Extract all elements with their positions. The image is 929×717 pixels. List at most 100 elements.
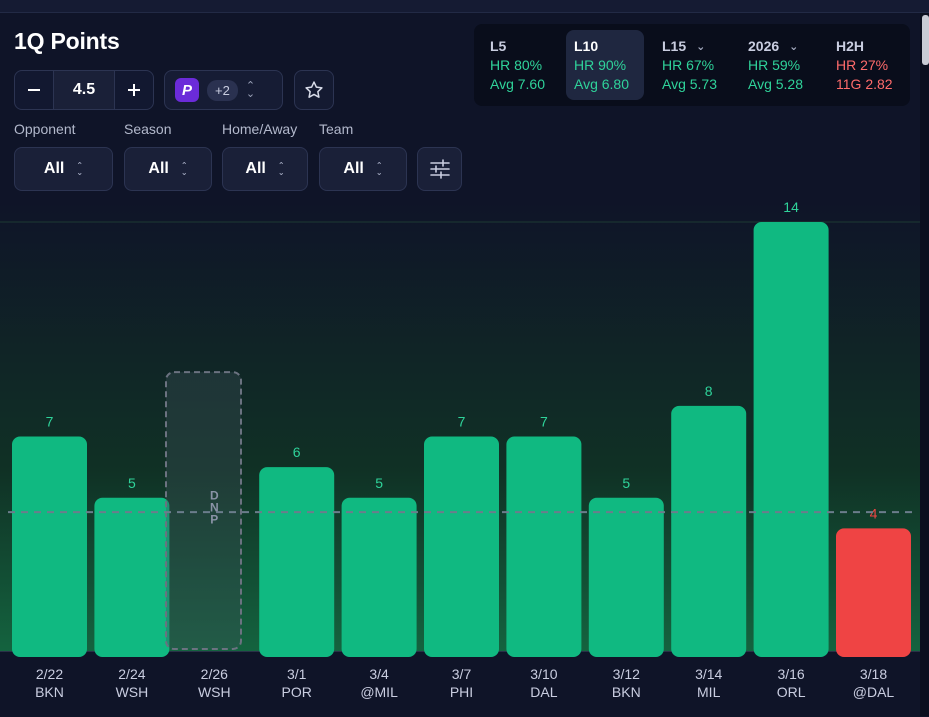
chevron-down-icon: ⌄ [789, 40, 799, 53]
x-tick-date: 2/26 [201, 666, 228, 682]
x-tick-date: 2/24 [118, 666, 145, 682]
stat-label: L15 [662, 38, 687, 54]
game-log-bar-chart: 7 5 DNP 6 5 7 7 5 8 14 4 2/22 BKN 2/24 WSH 2/26 WSH 3/1 PO… [0, 200, 920, 700]
x-tick-date: 3/18 [860, 666, 887, 682]
stat-h2h[interactable]: H2H HR 27% 11G 2.82 [828, 30, 906, 100]
line-value[interactable]: 4.5 [53, 71, 115, 109]
scrollbar[interactable] [920, 13, 929, 716]
stat-hit-rate: HR 67% [662, 57, 715, 73]
stat-hit-rate: HR 90% [574, 57, 627, 73]
sliders-icon [429, 159, 450, 179]
x-tick-opponent: PHI [450, 684, 473, 700]
stat-hit-rate: HR 27% [836, 57, 889, 73]
x-tick-opponent: WSH [116, 684, 149, 700]
bar[interactable] [341, 497, 417, 657]
dnp-letter: P [210, 513, 218, 527]
season-value: All [148, 160, 169, 177]
x-tick-date: 3/10 [530, 666, 557, 682]
bar[interactable] [506, 436, 582, 658]
minus-icon [28, 89, 40, 91]
team-label: Team [319, 121, 354, 137]
x-tick-date: 3/4 [369, 666, 389, 682]
star-icon [305, 81, 323, 98]
line-stepper[interactable]: 4.5 [14, 70, 154, 110]
sportsbook-count: +2 [207, 79, 238, 101]
x-tick-date: 3/12 [613, 666, 640, 682]
x-tick-opponent: POR [282, 684, 312, 700]
bar[interactable] [753, 222, 829, 657]
x-tick-opponent: WSH [198, 684, 231, 700]
bar[interactable] [94, 497, 170, 657]
bar-value-label: 4 [870, 505, 878, 521]
x-tick-opponent: BKN [612, 684, 641, 700]
bar-value-label: 7 [46, 414, 54, 430]
stat-hit-rate: HR 59% [748, 57, 801, 73]
x-tick-date: 2/22 [36, 666, 63, 682]
bar-value-label: 7 [458, 414, 466, 430]
bar[interactable] [12, 436, 87, 658]
bar-value-label: 6 [293, 444, 301, 460]
bar-value-label: 5 [622, 475, 630, 491]
stat-l15[interactable]: L15 ⌄ HR 67% Avg 5.73 [654, 30, 734, 100]
bar[interactable] [259, 467, 335, 657]
opponent-label: Opponent [14, 121, 76, 137]
bar-value-label: 5 [375, 475, 383, 491]
x-tick-opponent: @MIL [360, 684, 398, 700]
stat-average: Avg 5.28 [748, 76, 804, 92]
top-strip [0, 0, 929, 13]
home-away-label: Home/Away [222, 121, 298, 137]
stat-label: 2026 [748, 38, 780, 54]
bar-value-label: 7 [540, 414, 548, 430]
x-tick-date: 3/7 [452, 666, 472, 682]
stat-l10[interactable]: L10 HR 90% Avg 6.80 [566, 30, 644, 100]
chevron-down-icon: ⌄ [696, 40, 706, 53]
stat-l5[interactable]: L5 HR 80% Avg 7.60 [482, 30, 562, 100]
opponent-value: All [43, 160, 65, 177]
dnp-placeholder[interactable] [165, 371, 242, 650]
bar[interactable] [671, 405, 747, 657]
stat-label: H2H [836, 38, 865, 54]
bar-value-label: 14 [783, 200, 799, 215]
x-tick-opponent: ORL [777, 684, 806, 700]
bar-value-label: 5 [128, 475, 136, 491]
team-select[interactable]: All ⌃ ⌄ [319, 147, 407, 191]
favorite-button[interactable] [294, 70, 334, 110]
x-tick-opponent: @DAL [853, 684, 895, 700]
home-away-value: All [245, 160, 266, 177]
bar[interactable] [424, 436, 499, 658]
x-tick-opponent: BKN [35, 684, 64, 700]
season-select[interactable]: All ⌃ ⌄ [124, 147, 212, 191]
home-away-select[interactable]: All ⌃ ⌄ [222, 147, 308, 191]
chevron-updown-icon: ⌃ ⌄ [245, 80, 256, 100]
chevron-updown-icon: ⌃ ⌄ [375, 161, 383, 177]
page-title: 1Q Points [14, 28, 120, 54]
dnp-letter: N [210, 501, 219, 515]
dnp-letter: D [210, 489, 219, 503]
x-tick-date: 3/1 [287, 666, 307, 682]
stat-label: L5 [490, 38, 507, 54]
sportsbook-selector[interactable]: P +2 ⌃ ⌄ [164, 70, 283, 110]
chevron-updown-icon: ⌃ ⌄ [180, 161, 188, 177]
sportsbook-logo: P [175, 78, 199, 102]
team-value: All [343, 160, 364, 177]
stat-season[interactable]: 2026 ⌄ HR 59% Avg 5.28 [740, 30, 824, 100]
settings-button[interactable] [417, 147, 462, 191]
x-tick-opponent: MIL [697, 684, 721, 700]
stat-average: Avg 6.80 [574, 76, 630, 92]
chevron-updown-icon: ⌃ ⌄ [277, 161, 285, 177]
stat-average: Avg 5.73 [662, 76, 718, 92]
stat-average: 11G 2.82 [836, 76, 893, 92]
x-tick-date: 3/16 [777, 666, 804, 682]
chevron-updown-icon: ⌃ ⌄ [76, 161, 84, 177]
x-tick-opponent: DAL [530, 684, 557, 700]
opponent-select[interactable]: All ⌃ ⌄ [14, 147, 113, 191]
increment-button[interactable] [115, 71, 153, 109]
season-label: Season [124, 121, 172, 137]
bar[interactable] [836, 528, 911, 657]
bar[interactable] [588, 497, 664, 657]
stat-average: Avg 7.60 [490, 76, 546, 92]
stats-summary: L5 HR 80% Avg 7.60 L10 HR 90% Avg 6.80 L… [474, 24, 910, 106]
plus-icon [128, 84, 140, 96]
decrement-button[interactable] [15, 71, 53, 109]
scrollbar-thumb[interactable] [922, 15, 929, 65]
